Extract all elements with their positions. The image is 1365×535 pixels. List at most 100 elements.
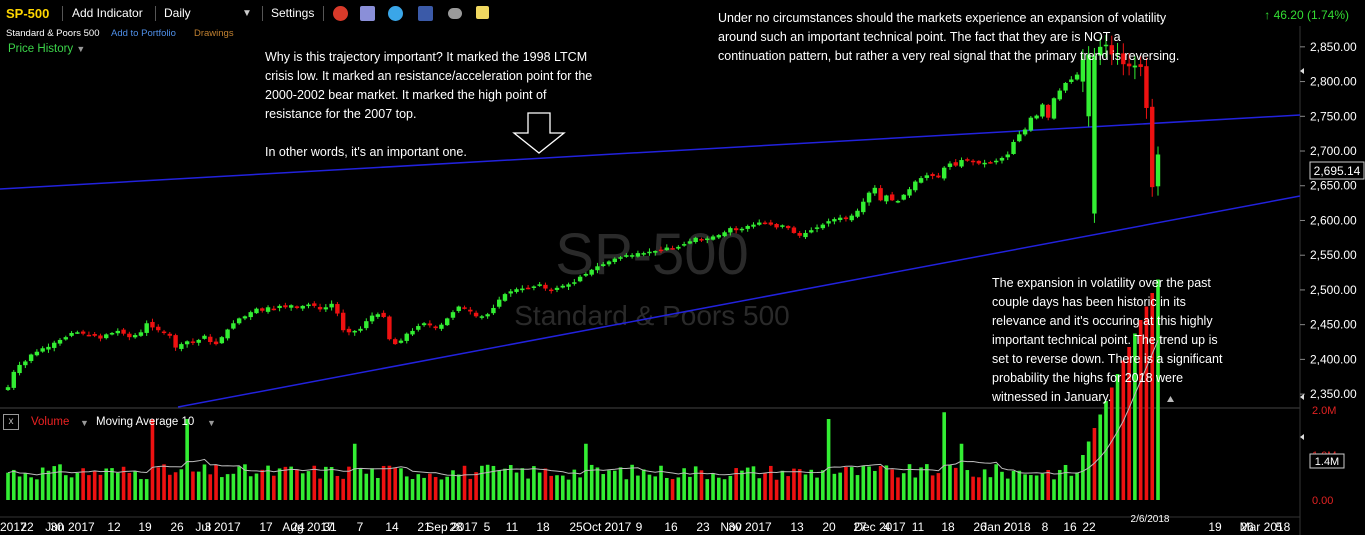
candle bbox=[901, 194, 906, 200]
note-icon[interactable] bbox=[476, 6, 489, 19]
volume-bar bbox=[381, 465, 386, 500]
candle bbox=[999, 157, 1005, 161]
settings-button[interactable]: Settings bbox=[271, 6, 315, 20]
candle bbox=[410, 330, 415, 335]
volume-bar bbox=[220, 477, 224, 500]
candle bbox=[699, 239, 704, 241]
volume-bar bbox=[647, 474, 652, 500]
x-tick-label: 5 bbox=[1276, 520, 1283, 534]
volume-bar bbox=[948, 464, 952, 500]
x-tick-label: 31 bbox=[323, 520, 337, 534]
alarm-icon[interactable] bbox=[333, 6, 348, 21]
candle bbox=[69, 332, 74, 336]
volume-bar bbox=[283, 466, 288, 500]
candle bbox=[86, 334, 92, 337]
volume-bar bbox=[1069, 475, 1074, 500]
volume-bar bbox=[907, 464, 912, 500]
volume-bar bbox=[526, 478, 530, 500]
candle bbox=[993, 160, 999, 163]
volume-bar bbox=[202, 464, 207, 500]
volume-bar bbox=[595, 467, 600, 500]
candle bbox=[612, 258, 617, 262]
candle bbox=[1051, 98, 1057, 119]
x-tick-label: 20 bbox=[822, 520, 836, 534]
candle bbox=[196, 339, 201, 343]
candle bbox=[242, 316, 248, 319]
candle bbox=[497, 299, 502, 307]
candle bbox=[335, 304, 340, 314]
scroll-up-icon[interactable] bbox=[1167, 396, 1174, 402]
volume-bar bbox=[797, 469, 802, 500]
price-history-menu[interactable]: Price History ▼ bbox=[8, 43, 85, 55]
volume-bar bbox=[873, 470, 877, 500]
current-volume-box bbox=[1309, 453, 1345, 469]
x-tick-label: 9 bbox=[636, 520, 643, 534]
chevron-down-icon[interactable]: ▼ bbox=[242, 8, 252, 19]
volume-bar bbox=[173, 472, 178, 500]
twitter-icon[interactable] bbox=[388, 6, 403, 21]
volume-bar bbox=[393, 467, 397, 500]
add-to-portfolio-link[interactable]: Add to Portfolio bbox=[111, 28, 176, 39]
candle bbox=[485, 314, 490, 317]
volume-bar bbox=[884, 465, 889, 500]
volume-bar bbox=[930, 475, 935, 500]
down-arrow-icon bbox=[512, 112, 566, 154]
volume-bar bbox=[40, 467, 45, 500]
volume-bar bbox=[532, 466, 536, 500]
facebook-icon[interactable] bbox=[418, 6, 433, 21]
ticker-symbol[interactable]: SP-500 bbox=[6, 6, 50, 21]
volume-bar bbox=[520, 468, 525, 500]
candle bbox=[733, 228, 739, 231]
candle bbox=[947, 163, 953, 167]
candle bbox=[416, 326, 421, 330]
volume-bar bbox=[214, 464, 218, 500]
close-panel-button[interactable]: x bbox=[3, 414, 19, 430]
volume-bar bbox=[977, 477, 981, 500]
drawings-link[interactable]: Drawings bbox=[194, 28, 234, 39]
chevron-down-icon[interactable]: ▼ bbox=[80, 418, 89, 428]
candle bbox=[814, 227, 820, 229]
print-icon[interactable] bbox=[360, 6, 375, 21]
candle bbox=[381, 312, 386, 318]
x-tick-label: 30 bbox=[728, 520, 742, 534]
volume-bar bbox=[584, 443, 588, 500]
chevron-down-icon[interactable]: ▼ bbox=[207, 418, 216, 428]
binoculars-icon[interactable] bbox=[448, 8, 462, 19]
x-tick-label: Dec 2017 bbox=[854, 520, 906, 534]
candle bbox=[369, 315, 375, 322]
volume-bar bbox=[248, 476, 253, 500]
volume-bar bbox=[1017, 470, 1022, 500]
candle bbox=[34, 351, 40, 356]
candle bbox=[375, 314, 381, 317]
candle bbox=[918, 178, 924, 183]
candle bbox=[98, 335, 103, 339]
period-select[interactable]: Daily bbox=[164, 6, 191, 20]
x-tick-label: 11 bbox=[506, 520, 519, 534]
candle bbox=[653, 251, 658, 253]
moving-average-label[interactable]: Moving Average 10 bbox=[96, 416, 195, 428]
volume-bar bbox=[722, 479, 727, 500]
x-tick-label: 22 bbox=[20, 520, 34, 534]
candle bbox=[710, 236, 716, 240]
add-indicator-button[interactable]: Add Indicator bbox=[72, 6, 143, 20]
x-tick-label: 24 bbox=[291, 520, 305, 534]
volume-bar bbox=[121, 466, 126, 500]
candle bbox=[75, 332, 80, 334]
volume-bar bbox=[664, 477, 669, 500]
candle bbox=[1080, 59, 1086, 82]
trendline-upper bbox=[0, 114, 1301, 190]
candle bbox=[1155, 154, 1161, 187]
volume-bar bbox=[901, 473, 906, 500]
volume-bar bbox=[52, 466, 57, 500]
volume-bar bbox=[578, 477, 582, 500]
volume-tick-label: 0.00 bbox=[1312, 495, 1333, 507]
candle bbox=[468, 309, 473, 312]
volume-bar bbox=[601, 474, 606, 500]
volume-bar bbox=[936, 473, 941, 500]
y-tick-label: 2,600.00 bbox=[1310, 213, 1357, 227]
volume-bar bbox=[445, 476, 449, 500]
x-tick-label: 8 bbox=[1042, 520, 1049, 534]
candle bbox=[294, 306, 300, 308]
toolbar-divider bbox=[323, 6, 324, 21]
